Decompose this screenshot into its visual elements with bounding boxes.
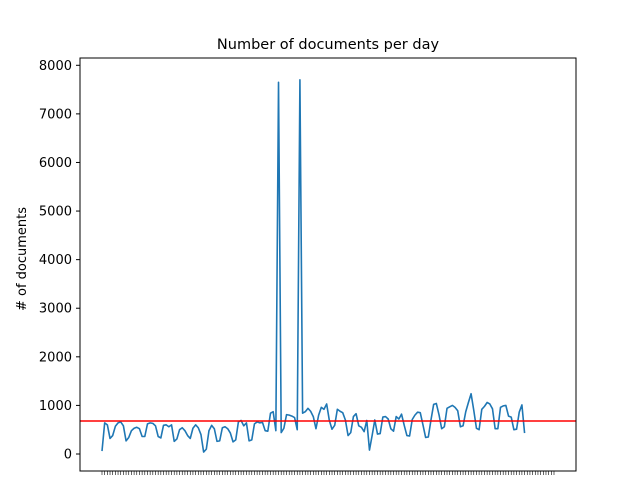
y-tick-label: 2000 [39,350,72,365]
y-tick-label: 0 [64,447,72,462]
y-tick-label: 3000 [39,302,72,317]
plot-frame [79,57,577,472]
y-tick-label: 5000 [39,205,72,220]
y-tick-label: 1000 [39,399,72,414]
y-tick-label: 7000 [39,107,72,122]
y-axis-label: # of documents [15,207,30,311]
chart-title: Number of documents per day [217,37,440,53]
plot-area: 0 1000 2000 3000 4000 5000 6000 7000 8000 [39,59,576,475]
y-tick-label: 8000 [39,59,72,74]
y-tick-label: 4000 [39,253,72,268]
y-tick-label: 6000 [39,156,72,171]
series-line [101,79,526,453]
